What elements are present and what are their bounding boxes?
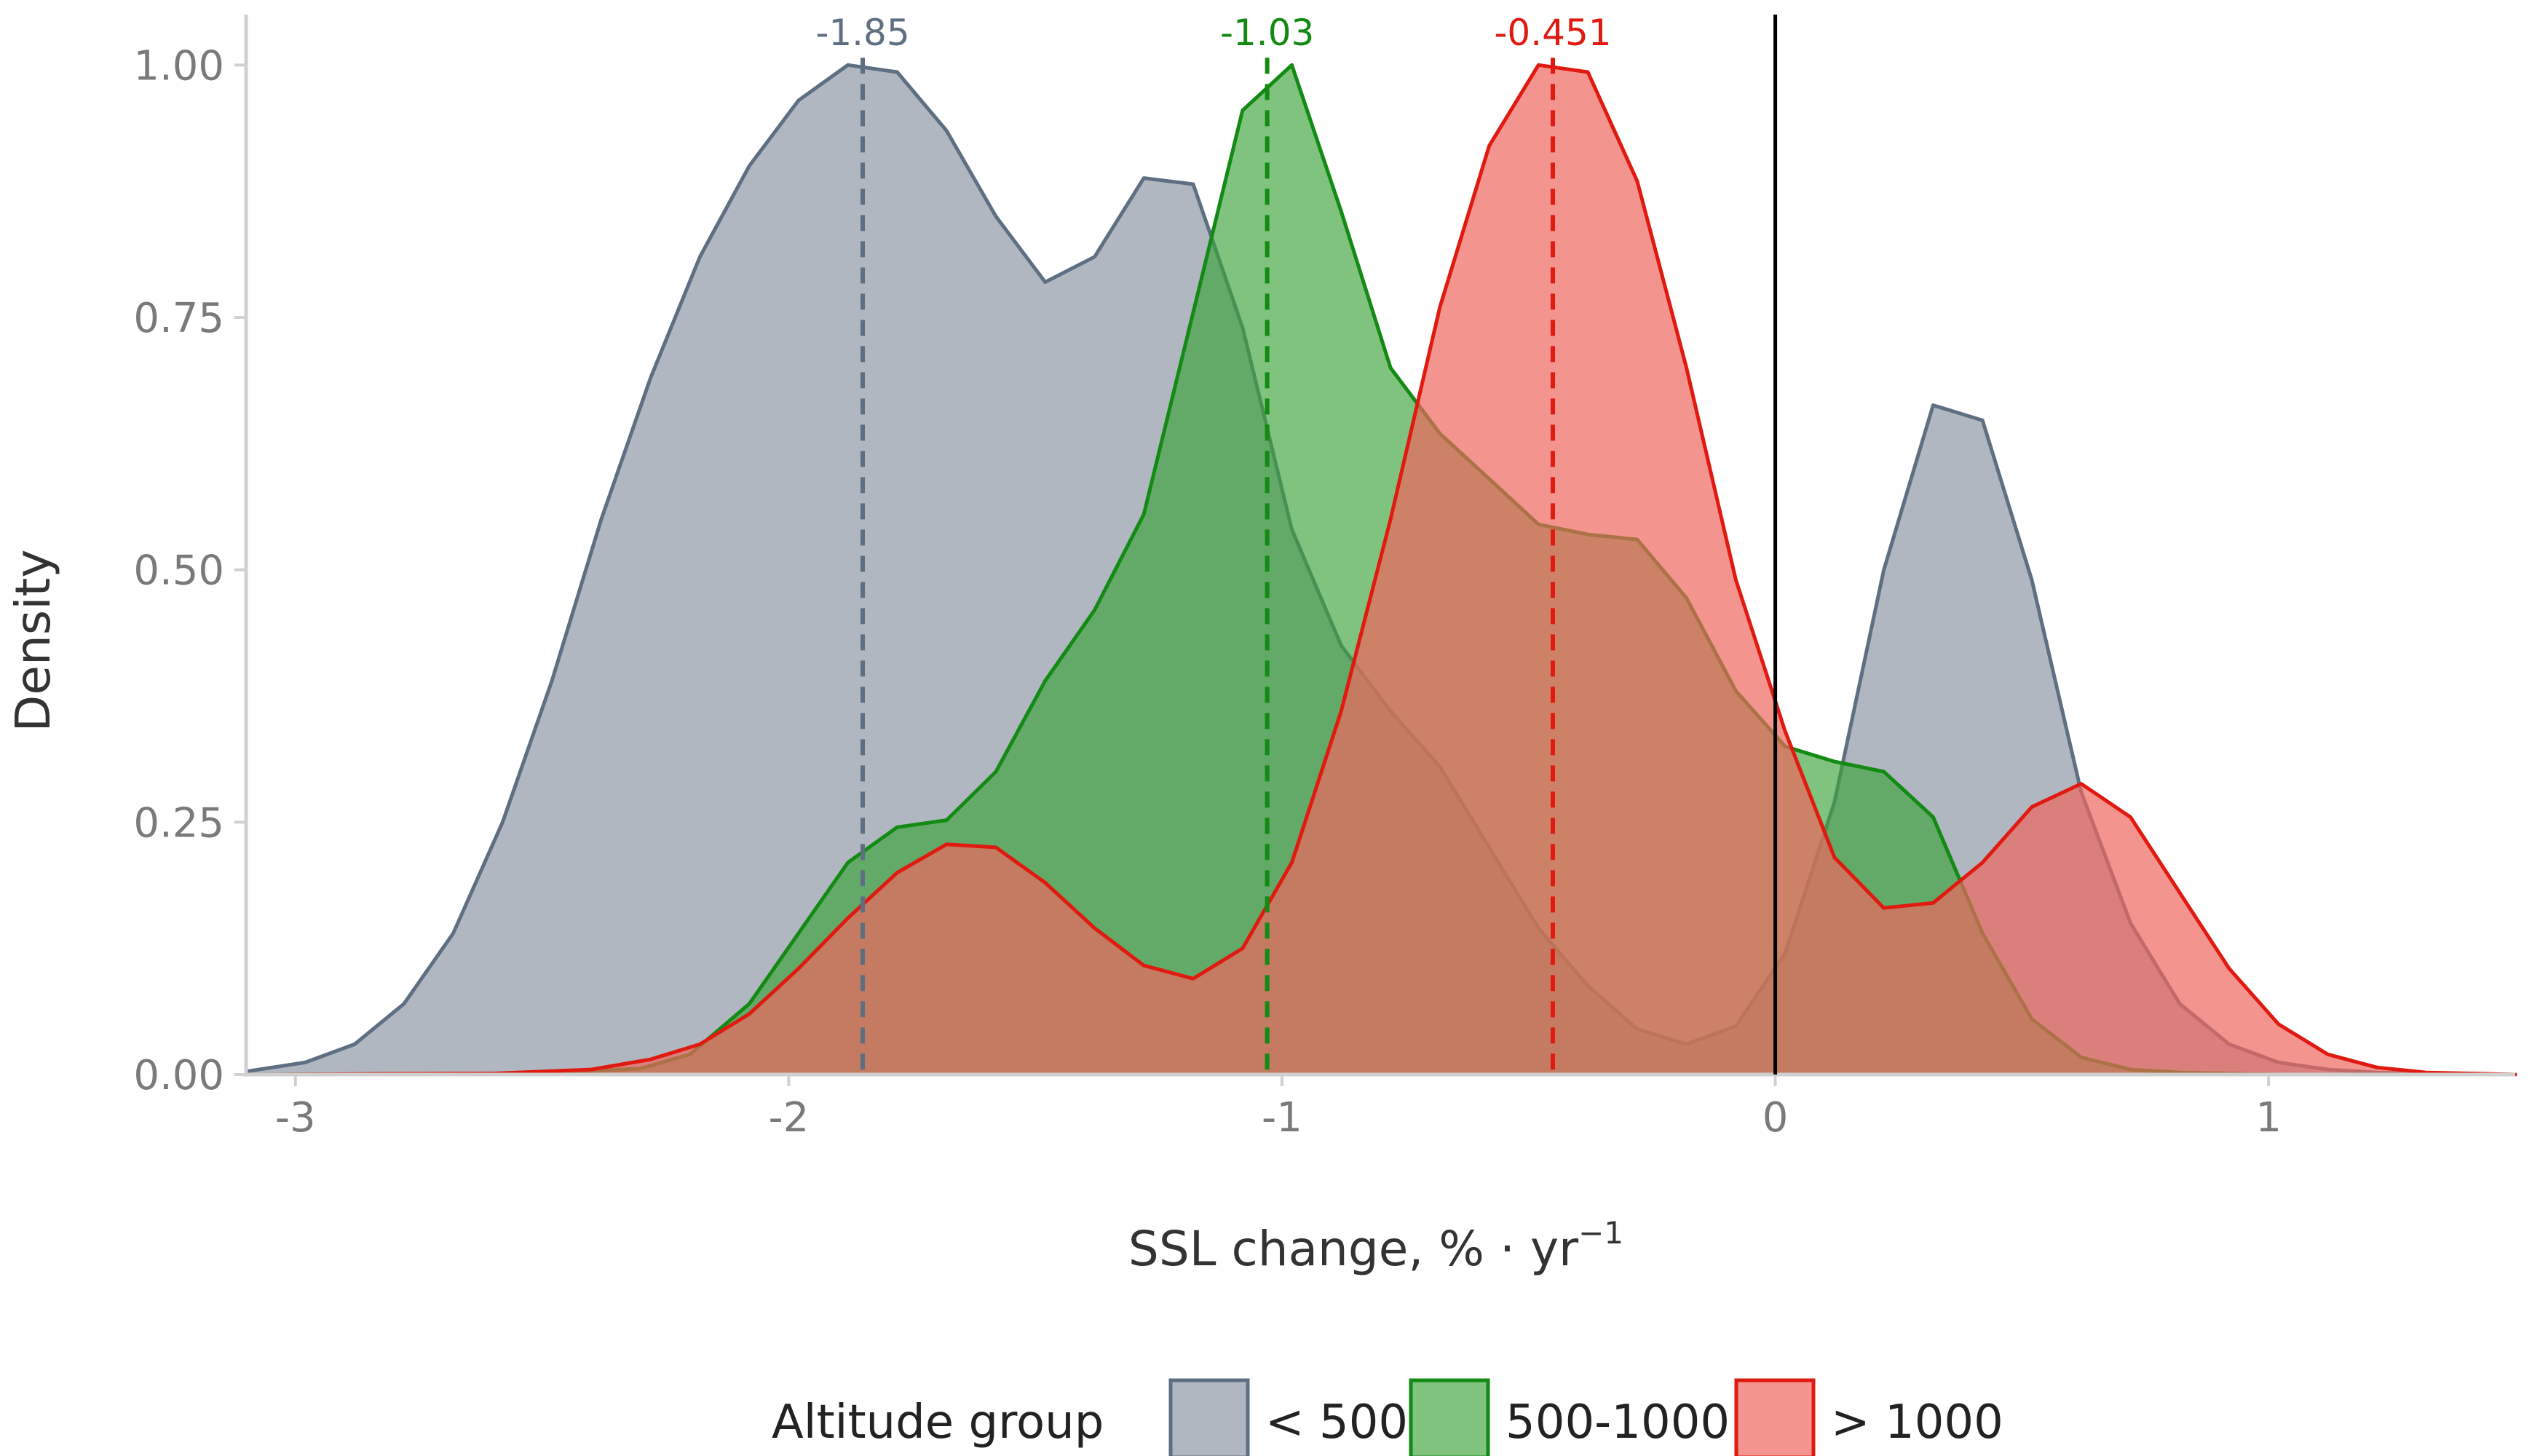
- mean-label-series-1: -1.85: [815, 12, 909, 54]
- x-tick-label: 1: [2255, 1094, 2282, 1142]
- density-areas: [244, 63, 2517, 1077]
- y-tick-label: 0.25: [133, 799, 224, 847]
- mean-label-series-3: -0.451: [1494, 12, 1611, 54]
- legend-label-series-1: < 500: [1265, 1396, 1408, 1449]
- x-tick-label: 0: [1762, 1094, 1789, 1142]
- mean-lines: -1.85 -1.03 -0.451: [815, 12, 1612, 1075]
- legend: Altitude group < 500 500-1000 > 1000: [772, 1378, 2003, 1456]
- legend-items: < 500 500-1000 > 1000: [1168, 1378, 2003, 1456]
- legend-label-series-2: 500-1000: [1506, 1396, 1730, 1449]
- legend-swatch-series-1: [1168, 1378, 1250, 1456]
- legend-swatch-series-2: [1409, 1378, 1490, 1456]
- x-axis-title-superscript: −1: [1578, 1215, 1623, 1251]
- y-tick-label: 0.00: [133, 1052, 224, 1099]
- x-axis-title: SSL change, % · yr−1: [1128, 1215, 1623, 1277]
- legend-label-series-3: > 1000: [1831, 1396, 2003, 1449]
- legend-swatch-series-3: [1734, 1378, 1816, 1456]
- mean-label-series-2: -1.03: [1220, 12, 1314, 54]
- tick-labels: -3 -2 -1 0 1 0.00 0.25 0.50 0.75 1.00: [133, 42, 2282, 1142]
- y-tick-label: 1.00: [133, 42, 224, 90]
- y-tick-label: 0.75: [133, 295, 224, 342]
- x-tick-label: -2: [768, 1094, 809, 1142]
- density-area-series-3: [244, 63, 2517, 1077]
- x-tick-label: -3: [275, 1094, 316, 1142]
- y-tick-label: 0.50: [133, 547, 224, 595]
- x-tick-label: -1: [1262, 1094, 1302, 1142]
- x-axis-title-text: SSL change, % · yr: [1128, 1221, 1579, 1277]
- axes: [244, 15, 2515, 1077]
- legend-title: Altitude group: [772, 1396, 1104, 1449]
- y-axis-title: Density: [5, 550, 61, 732]
